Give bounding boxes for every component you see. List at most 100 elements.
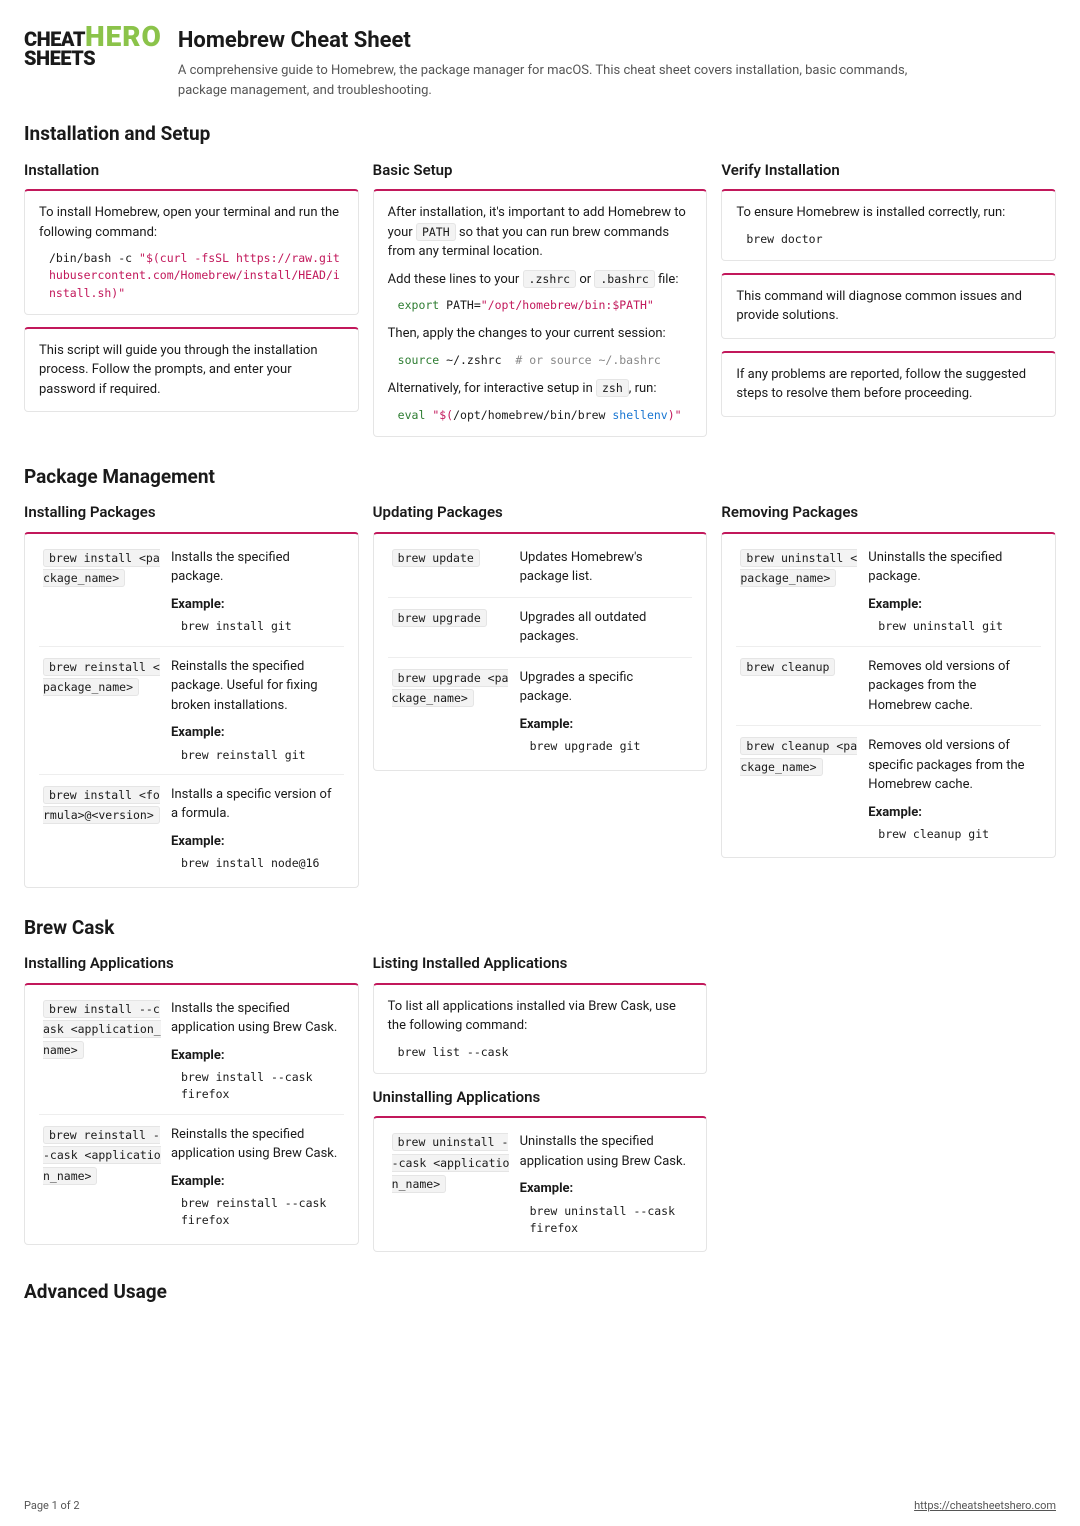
command-code: brew install <formula>@<version> (43, 786, 160, 825)
command-code: brew cleanup <package_name> (740, 737, 857, 776)
card-cask-list: To list all applications installed via B… (373, 983, 708, 1074)
logo: CHEATHERO SHEETS (24, 24, 162, 100)
command-cell: brew cleanup <package_name> (736, 726, 864, 854)
description-cell: Installs the specified application using… (167, 989, 344, 1115)
command-code: brew upgrade (392, 609, 487, 627)
cask-uninstall-table: brew uninstall --cask <application_name>… (388, 1122, 693, 1247)
command-code: brew reinstall <package_name> (43, 658, 160, 697)
description-cell: Uninstalls the specified package.Example… (864, 538, 1041, 646)
description-cell: Updates Homebrew's package list. (516, 538, 693, 598)
card-verify-1: To ensure Homebrew is installed correctl… (721, 189, 1056, 261)
example-label: Example: (171, 595, 340, 615)
card-basicsetup-title: Basic Setup (373, 159, 708, 182)
command-cell: brew uninstall <package_name> (736, 538, 864, 646)
cask-list-code: brew list --cask (398, 1044, 693, 1061)
example-code: brew reinstall git (181, 747, 340, 764)
zsh-code: zsh (596, 379, 629, 397)
command-cell: brew update (388, 538, 516, 598)
description-cell: Reinstalls the specified application usi… (167, 1114, 344, 1240)
page-footer: Page 1 of 2 https://cheatsheetshero.com (24, 1498, 1056, 1515)
example-label: Example: (868, 595, 1037, 615)
card-basicsetup: After installation, it's important to ad… (373, 189, 708, 437)
description-cell: Removes old versions of packages from th… (864, 646, 1041, 726)
card-verify-2: This command will diagnose common issues… (721, 273, 1056, 339)
command-code: brew upgrade <package_name> (392, 669, 509, 708)
card-cask-uninstall-title: Uninstalling Applications (373, 1086, 708, 1109)
section-advanced-title: Advanced Usage (24, 1278, 1056, 1307)
command-cell: brew uninstall --cask <application_name> (388, 1122, 516, 1247)
card-installation-note: This script will guide you through the i… (24, 327, 359, 413)
command-code: brew reinstall --cask <application_name> (43, 1126, 161, 1185)
page-title: Homebrew Cheat Sheet (178, 24, 918, 57)
table-row: brew install <formula>@<version>Installs… (39, 774, 344, 882)
installation-code: /bin/bash -c "$(curl -fsSL https://raw.g… (49, 250, 344, 302)
command-cell: brew install --cask <application_name> (39, 989, 167, 1115)
command-cell: brew install <formula>@<version> (39, 774, 167, 882)
command-code: brew uninstall --cask <application_name> (392, 1133, 510, 1192)
command-cell: brew cleanup (736, 646, 864, 726)
source-code: source ~/.zshrc # or source ~/.bashrc (398, 352, 693, 369)
example-label: Example: (171, 1172, 340, 1192)
description-cell: Installs a specific version of a formula… (167, 774, 344, 882)
card-installation: To install Homebrew, open your terminal … (24, 189, 359, 315)
description-cell: Upgrades a specific package.Example:brew… (516, 657, 693, 765)
page-header: CHEATHERO SHEETS Homebrew Cheat Sheet A … (24, 24, 1056, 100)
description-cell: Uninstalls the specified application usi… (516, 1122, 693, 1247)
basicsetup-p4: Alternatively, for interactive setup in … (388, 379, 693, 399)
command-cell: brew reinstall --cask <application_name> (39, 1114, 167, 1240)
card-installing: brew install <package_name>Installs the … (24, 532, 359, 888)
table-row: brew updateUpdates Homebrew's package li… (388, 538, 693, 598)
card-cask-install: brew install --cask <application_name>In… (24, 983, 359, 1245)
command-cell: brew reinstall <package_name> (39, 646, 167, 774)
section-installation-title: Installation and Setup (24, 120, 1056, 149)
card-cask-install-title: Installing Applications (24, 952, 359, 975)
brewdoctor-code: brew doctor (746, 231, 1041, 248)
installing-table: brew install <package_name>Installs the … (39, 538, 344, 883)
basicsetup-p1: After installation, it's important to ad… (388, 203, 693, 262)
description-cell: Removes old versions of specific package… (864, 726, 1041, 854)
table-row: brew cleanup <package_name>Removes old v… (736, 726, 1041, 854)
cask-list-p1: To list all applications installed via B… (388, 997, 693, 1036)
export-code: export PATH="/opt/homebrew/bin:$PATH" (398, 297, 693, 314)
card-removing-title: Removing Packages (721, 501, 1056, 524)
page-subtitle: A comprehensive guide to Homebrew, the p… (178, 61, 918, 100)
table-row: brew uninstall --cask <application_name>… (388, 1122, 693, 1247)
section-package-title: Package Management (24, 463, 1056, 492)
eval-code: eval "$(/opt/homebrew/bin/brew shellenv)… (398, 407, 693, 424)
cask-install-table: brew install --cask <application_name>In… (39, 989, 344, 1240)
logo-text-sheets: SHEETS (24, 49, 162, 67)
table-row: brew upgrade Upgrades all outdated packag… (388, 597, 693, 657)
bashrc-code: .bashrc (594, 270, 654, 288)
command-cell: brew upgrade (388, 597, 516, 657)
command-code: brew install <package_name> (43, 549, 160, 588)
card-installation-title: Installation (24, 159, 359, 182)
example-label: Example: (868, 803, 1037, 823)
verify-p3: If any problems are reported, follow the… (736, 365, 1041, 404)
header-text: Homebrew Cheat Sheet A comprehensive gui… (178, 24, 918, 100)
table-row: brew reinstall <package_name>Reinstalls … (39, 646, 344, 774)
basicsetup-p3: Then, apply the changes to your current … (388, 324, 693, 344)
command-code: brew install --cask <application_name> (43, 1000, 161, 1059)
footer-link[interactable]: https://cheatsheetshero.com (914, 1498, 1056, 1515)
example-code: brew reinstall --cask firefox (181, 1195, 340, 1230)
card-installing-title: Installing Packages (24, 501, 359, 524)
example-label: Example: (520, 715, 689, 735)
example-code: brew install --cask firefox (181, 1069, 340, 1104)
command-cell: brew install <package_name> (39, 538, 167, 646)
card-verify-3: If any problems are reported, follow the… (721, 351, 1056, 417)
example-label: Example: (520, 1179, 689, 1199)
card-removing: brew uninstall <package_name>Uninstalls … (721, 532, 1056, 859)
installation-p2: This script will guide you through the i… (39, 341, 344, 400)
example-label: Example: (171, 1046, 340, 1066)
example-code: brew upgrade git (530, 738, 689, 755)
table-row: brew install --cask <application_name>In… (39, 989, 344, 1115)
path-code: PATH (416, 223, 456, 241)
example-label: Example: (171, 832, 340, 852)
verify-p1: To ensure Homebrew is installed correctl… (736, 203, 1041, 223)
description-cell: Installs the specified package.Example:b… (167, 538, 344, 646)
description-cell: Upgrades all outdated packages. (516, 597, 693, 657)
removing-table: brew uninstall <package_name>Uninstalls … (736, 538, 1041, 854)
example-label: Example: (171, 723, 340, 743)
page-number: Page 1 of 2 (24, 1498, 80, 1515)
verify-p2: This command will diagnose common issues… (736, 287, 1041, 326)
